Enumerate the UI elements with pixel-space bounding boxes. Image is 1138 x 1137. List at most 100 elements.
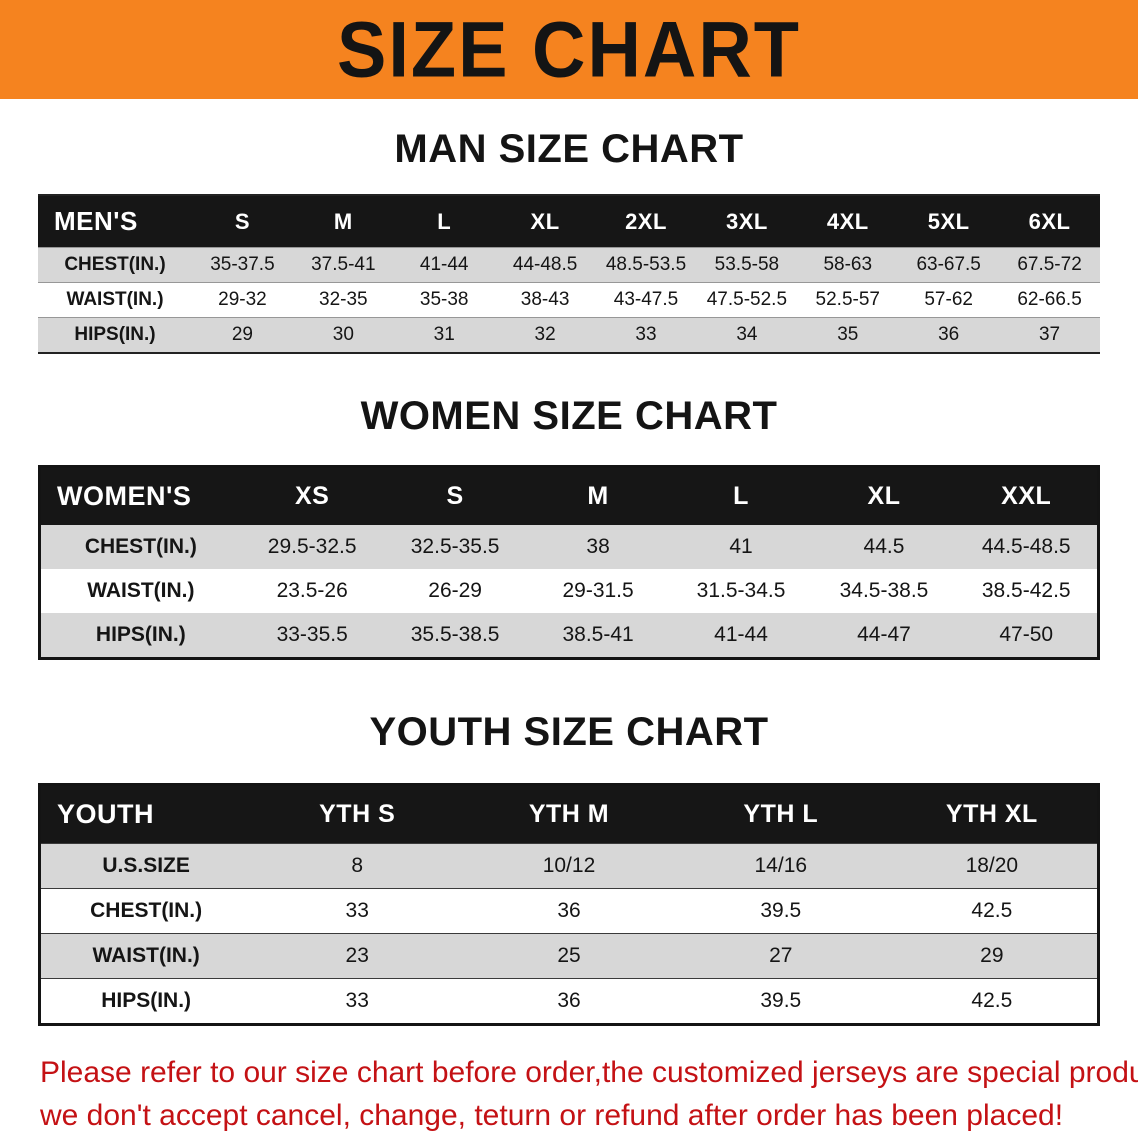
value-cell: 35-38 — [419, 289, 469, 310]
value-cell: 33 — [345, 989, 369, 1012]
disclaimer-line-1: Please refer to our size chart before or… — [40, 1056, 1138, 1089]
table-title-cell: WOMEN'S — [39, 466, 241, 525]
value-cell: 44.5 — [863, 535, 905, 558]
value-cell: 10/12 — [542, 854, 596, 877]
value-cell: 42.5 — [971, 899, 1013, 922]
row-label-cell: WAIST(IN.) — [87, 579, 195, 602]
value-cell: 37 — [1038, 324, 1061, 345]
size-header-cell: XXL — [955, 466, 1099, 525]
value-cell: 42.5 — [971, 989, 1013, 1012]
table-row: HIPS(IN.) 33 36 39.5 42.5 — [39, 978, 1099, 1025]
youth-size-chart-section: YOUTH SIZE CHART YOUTH YTH S YTH M YTH L YTH… — [0, 660, 1138, 1026]
table-header-row: WOMEN'S XS S M L XL XXL — [39, 466, 1099, 525]
men-size-table: MEN'S S M L XL 2XL 3XL 4XL 5XL 6XL CHEST(IN.) 35-37… — [38, 194, 1100, 354]
value-cell: 29.5-32.5 — [267, 535, 357, 558]
value-cell: 34.5-38.5 — [839, 579, 929, 602]
value-cell: 35 — [837, 324, 859, 345]
row-label-cell: HIPS(IN.) — [95, 623, 186, 646]
value-cell: 14/16 — [754, 854, 808, 877]
table-row: HIPS(IN.) 29 30 31 32 33 34 35 36 37 — [38, 317, 1100, 353]
value-cell: 8 — [351, 854, 364, 877]
value-cell: 47.5-52.5 — [706, 289, 788, 310]
value-cell: 18/20 — [965, 854, 1019, 877]
size-header-cell: 3XL — [696, 195, 798, 248]
size-header-cell: M — [292, 195, 394, 248]
row-label-cell: CHEST(IN.) — [64, 254, 166, 275]
row-label-cell: HIPS(IN.) — [101, 989, 192, 1012]
men-size-chart-section: MAN SIZE CHART MEN'S S M L XL 2XL 3XL 4XL 5XL 6XL… — [0, 99, 1138, 354]
size-header-cell: 2XL — [595, 195, 697, 248]
value-cell: 36 — [938, 324, 960, 345]
value-cell: 63-67.5 — [916, 254, 981, 275]
youth-size-table: YOUTH YTH S YTH M YTH L YTH XL U.S.SIZE 8 10/12… — [38, 783, 1100, 1026]
value-cell: 48.5-53.5 — [605, 254, 687, 275]
women-section-heading: WOMEN SIZE CHART — [360, 394, 778, 438]
size-header-cell: L — [393, 195, 495, 248]
size-header-cell: YTH XL — [886, 784, 1099, 844]
size-header-cell: L — [669, 466, 813, 525]
value-cell: 47-50 — [999, 623, 1054, 646]
value-cell: 58-63 — [823, 254, 873, 275]
size-header-cell: XS — [240, 466, 384, 525]
value-cell: 37.5-41 — [311, 254, 376, 275]
value-cell: 41 — [729, 535, 753, 558]
value-cell: 25 — [557, 944, 581, 967]
page-title: SIZE CHART — [337, 5, 801, 94]
title-banner: SIZE CHART — [0, 0, 1138, 99]
value-cell: 31 — [433, 324, 455, 345]
value-cell: 33 — [345, 899, 369, 922]
value-cell: 62-66.5 — [1017, 289, 1082, 310]
value-cell: 44-47 — [857, 623, 911, 646]
value-cell: 32.5-35.5 — [410, 535, 500, 558]
size-header-cell: XL — [812, 466, 956, 525]
row-label-cell: WAIST(IN.) — [92, 944, 200, 967]
disclaimer: Please refer to our size chart before or… — [40, 1052, 1138, 1137]
size-header-cell: M — [526, 466, 670, 525]
value-cell: 38-43 — [520, 289, 570, 310]
table-row: WAIST(IN.) 29-32 32-35 35-38 38-43 43-47.5 47.… — [38, 282, 1100, 318]
value-cell: 31.5-34.5 — [696, 579, 786, 602]
size-header-cell: 4XL — [797, 195, 899, 248]
value-cell: 32 — [534, 324, 556, 345]
table-row: U.S.SIZE 8 10/12 14/16 18/20 — [39, 843, 1099, 889]
size-header-cell: 6XL — [999, 195, 1100, 248]
size-header-cell: YTH M — [463, 784, 675, 844]
value-cell: 29 — [231, 324, 253, 345]
size-header-cell: 5XL — [898, 195, 1000, 248]
value-cell: 44-48.5 — [512, 254, 578, 275]
value-cell: 30 — [332, 324, 354, 345]
value-cell: 43-47.5 — [613, 289, 679, 310]
table-title-cell: YOUTH — [39, 784, 252, 844]
women-size-table: WOMEN'S XS S M L XL XXL CHEST(IN.) 29.5-32.5 32.5… — [38, 465, 1100, 660]
disclaimer-line-2: we don't accept cancel, change, teturn o… — [40, 1098, 1064, 1132]
table-row: CHEST(IN.) 29.5-32.5 32.5-35.5 38 41 44.5 44.5… — [39, 525, 1099, 569]
youth-section-heading: YOUTH SIZE CHART — [369, 710, 769, 754]
value-cell: 38 — [586, 535, 610, 558]
table-row: CHEST(IN.) 35-37.5 37.5-41 41-44 44-48.5 48.5… — [38, 247, 1100, 283]
value-cell: 29 — [980, 944, 1004, 967]
value-cell: 35-37.5 — [210, 254, 275, 275]
value-cell: 27 — [769, 944, 793, 967]
value-cell: 34 — [736, 324, 758, 345]
size-header-cell: S — [191, 195, 293, 248]
value-cell: 33 — [635, 324, 657, 345]
row-label-cell: U.S.SIZE — [102, 854, 190, 877]
value-cell: 23 — [345, 944, 369, 967]
row-label-cell: HIPS(IN.) — [74, 324, 156, 345]
table-row: HIPS(IN.) 33-35.5 35.5-38.5 38.5-41 41-44 44-… — [39, 613, 1099, 659]
value-cell: 44.5-48.5 — [981, 535, 1071, 558]
value-cell: 38.5-41 — [562, 623, 634, 646]
table-header-row: MEN'S S M L XL 2XL 3XL 4XL 5XL 6XL — [38, 195, 1100, 248]
value-cell: 36 — [557, 899, 581, 922]
value-cell: 29-32 — [218, 289, 267, 310]
table-row: WAIST(IN.) 23 25 27 29 — [39, 933, 1099, 979]
value-cell: 35.5-38.5 — [410, 623, 500, 646]
row-label-cell: CHEST(IN.) — [90, 899, 203, 922]
value-cell: 32-35 — [319, 289, 368, 310]
charts-container: MAN SIZE CHART MEN'S S M L XL 2XL 3XL 4XL 5XL 6XL… — [0, 99, 1138, 1026]
size-header-cell: YTH L — [674, 784, 887, 844]
value-cell: 52.5-57 — [815, 289, 880, 310]
table-header-row: YOUTH YTH S YTH M YTH L YTH XL — [39, 784, 1099, 844]
value-cell: 29-31.5 — [562, 579, 634, 602]
